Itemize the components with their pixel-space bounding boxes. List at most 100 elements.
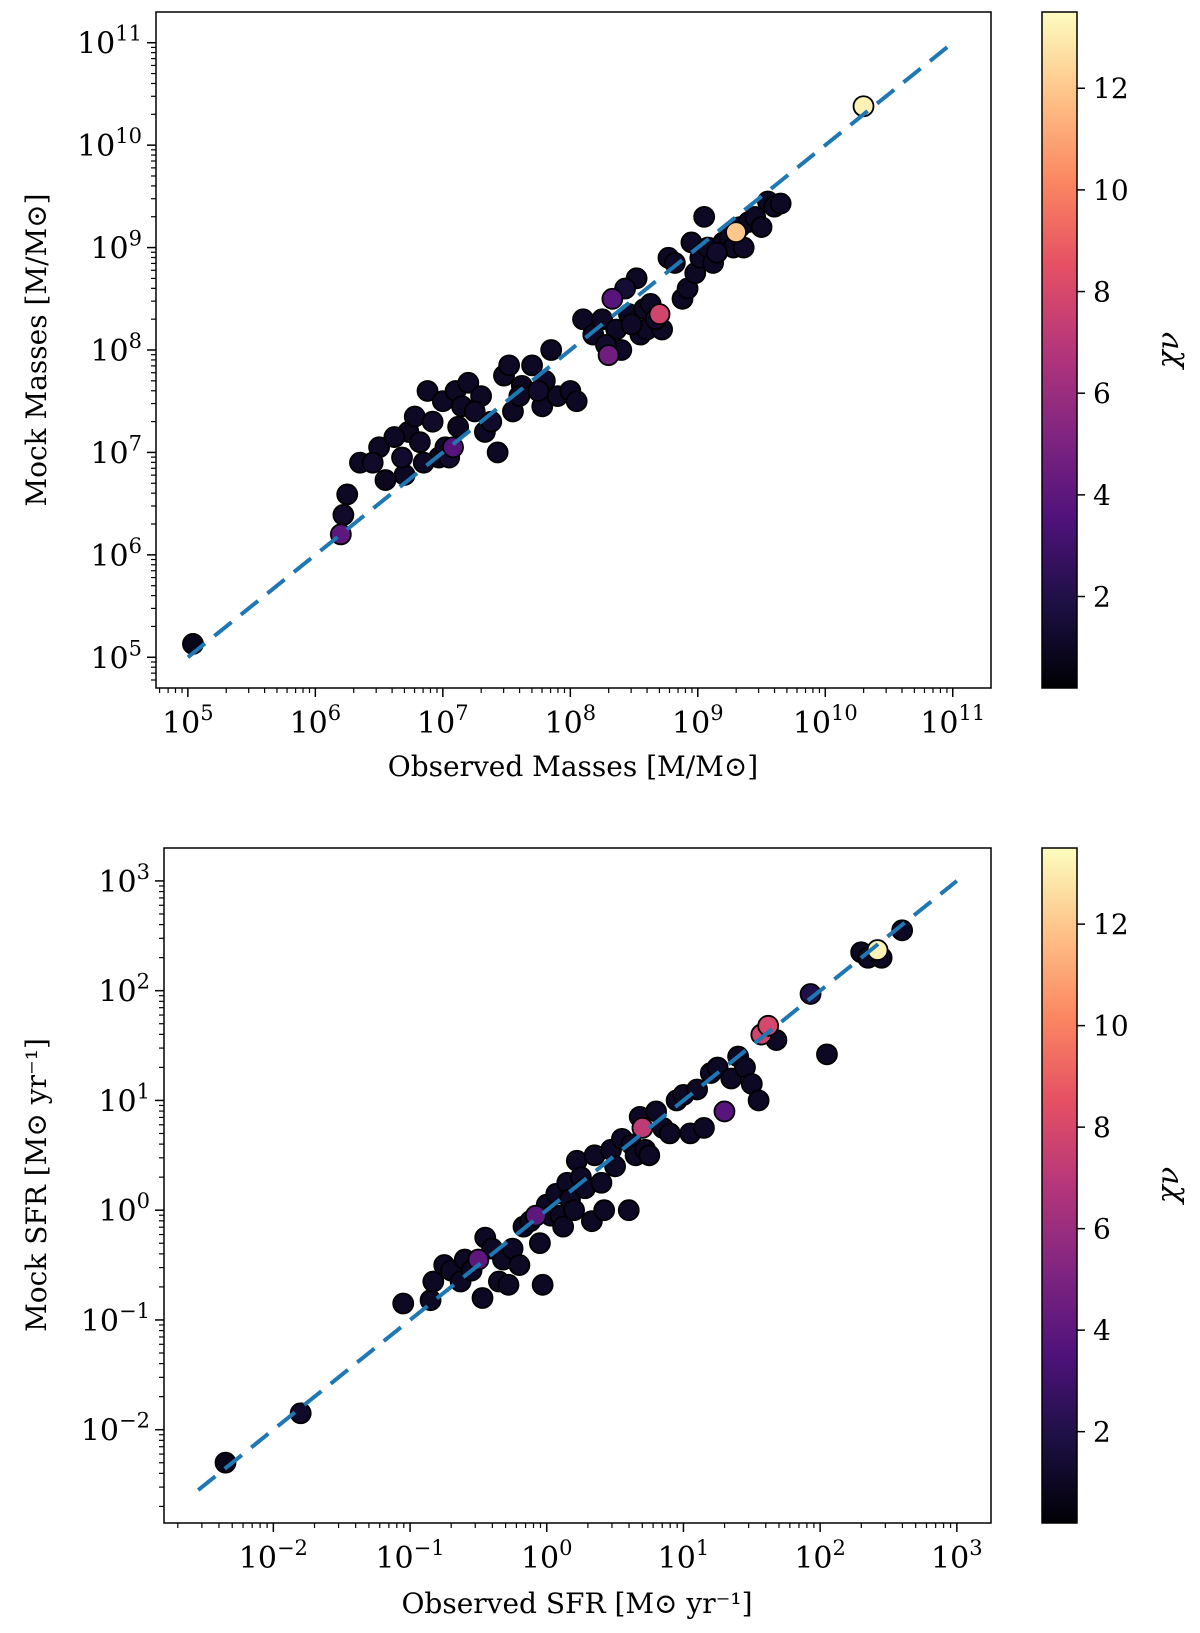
colorbar-tick-label: 12: [1093, 72, 1129, 105]
masses-point: [403, 405, 426, 428]
sfr-y-tick-label: 102: [98, 970, 150, 1010]
masses-point: [597, 344, 620, 367]
masses-y-axis-label: Mock Masses [M/M⊙]: [20, 193, 53, 506]
masses-point: [565, 390, 588, 413]
masses-x-tick-label: 108: [545, 701, 597, 741]
sfr-y-tick-label: 103: [98, 860, 150, 900]
sfr-point: [747, 1089, 770, 1112]
sfr-point: [422, 1270, 445, 1293]
colorbar-tick-label: 8: [1093, 276, 1111, 309]
sfr-x-tick-label: 10−1: [375, 1536, 444, 1576]
masses-point: [447, 415, 470, 438]
masses-colorbar-gradient: [1041, 11, 1078, 689]
sfr-y-tick-label: 10−2: [81, 1409, 150, 1449]
masses-point: [725, 221, 747, 244]
masses-point: [648, 303, 671, 326]
sfr-panel: 10−2 10−1 100 101 102 103 10−2 10−1 100 101 102 103…: [20, 847, 992, 1620]
masses-colorbar-ticks: 2 4 6 8 10 12: [1077, 72, 1129, 614]
masses-one-to-one-line: [186, 41, 955, 659]
masses-x-tick-label: 105: [162, 701, 214, 741]
masses-points: [182, 95, 875, 655]
masses-point: [463, 400, 486, 423]
masses-point: [540, 339, 563, 361]
masses-panel: 105 106 107 108 109 1010 1011 105 106 107 108 109 10…: [20, 11, 992, 783]
colorbar-tick-label: 12: [1093, 908, 1129, 941]
sfr-point: [713, 1100, 736, 1123]
masses-y-tick-label: 1011: [77, 22, 142, 62]
sfr-point: [693, 1116, 715, 1139]
colorbar-tick-label: 6: [1093, 377, 1111, 410]
masses-x-tick-label: 1010: [793, 701, 858, 741]
masses-ticks: 105 106 107 108 109 1010 1011 105 106 107 108 109 10…: [77, 22, 985, 741]
masses-point: [361, 451, 384, 474]
colorbar-tick-label: 6: [1093, 1213, 1111, 1246]
masses-point: [412, 451, 435, 474]
masses-point: [383, 426, 406, 448]
sfr-colorbar-gradient: [1041, 847, 1078, 1524]
sfr-y-tick-label: 101: [98, 1079, 150, 1119]
masses-y-tick-label: 109: [90, 227, 142, 267]
masses-point: [408, 431, 431, 454]
masses-point: [421, 410, 444, 433]
masses-point: [693, 205, 716, 228]
sfr-point: [531, 1273, 554, 1296]
colorbar-tick-label: 8: [1093, 1111, 1111, 1144]
masses-point: [601, 287, 624, 310]
masses-point: [457, 371, 480, 394]
masses-point: [620, 313, 643, 336]
sfr-point: [552, 1215, 575, 1238]
colorbar-tick-label: 10: [1093, 1010, 1129, 1043]
masses-y-tick-label: 106: [90, 534, 142, 574]
sfr-x-axis-label: Observed SFR [M⊙ yr⁻¹]: [401, 1587, 752, 1620]
masses-colorbar: 2 4 6 8 10 12 χν: [1041, 11, 1186, 689]
colorbar-tick-label: 2: [1093, 581, 1111, 614]
masses-x-tick-label: 107: [417, 701, 469, 741]
sfr-x-tick-label: 101: [658, 1536, 710, 1576]
masses-point: [769, 192, 792, 215]
masses-point: [750, 216, 773, 238]
sfr-y-axis-label: Mock SFR [M⊙ yr⁻¹]: [20, 1038, 53, 1332]
masses-point: [706, 241, 728, 264]
masses-x-tick-label: 1011: [920, 701, 985, 741]
sfr-point: [590, 1171, 613, 1194]
sfr-x-tick-label: 102: [794, 1536, 846, 1576]
masses-point: [416, 380, 439, 402]
sfr-y-tick-label: 100: [98, 1189, 150, 1229]
sfr-colorbar: 2 4 6 8 10 12 χν: [1041, 847, 1186, 1524]
masses-y-tick-label: 1010: [77, 124, 142, 164]
masses-point: [498, 354, 521, 377]
sfr-y-tick-label: 10−1: [81, 1299, 150, 1339]
sfr-point: [638, 1144, 661, 1167]
masses-point: [374, 469, 397, 491]
masses-y-tick-label: 105: [90, 636, 142, 676]
masses-colorbar-label: χν: [1151, 332, 1186, 370]
colorbar-tick-label: 4: [1093, 479, 1111, 512]
sfr-point: [658, 1122, 681, 1145]
masses-y-tick-label: 108: [90, 329, 142, 369]
masses-x-axis-label: Observed Masses [M/M⊙]: [388, 750, 758, 783]
masses-point: [336, 483, 359, 506]
sfr-x-tick-label: 103: [931, 1536, 983, 1576]
masses-point: [332, 504, 355, 526]
sfr-one-to-one-line: [196, 879, 959, 1492]
colorbar-tick-label: 10: [1093, 174, 1129, 207]
sfr-point: [799, 983, 822, 1005]
masses-point: [527, 380, 550, 402]
sfr-points: [214, 919, 914, 1474]
masses-point: [391, 446, 413, 469]
sfr-x-tick-label: 100: [521, 1536, 573, 1576]
sfr-point: [508, 1254, 531, 1276]
sfr-point: [529, 1232, 551, 1255]
masses-plot-frame: [155, 11, 992, 689]
sfr-point: [471, 1287, 494, 1309]
masses-point: [521, 354, 543, 377]
masses-x-tick-label: 109: [672, 701, 724, 741]
sfr-point: [593, 1199, 616, 1222]
sfr-point: [563, 1199, 585, 1222]
masses-y-tick-label: 107: [90, 431, 142, 471]
sfr-x-tick-label: 10−2: [239, 1536, 308, 1576]
masses-point: [486, 441, 509, 464]
masses-x-tick-label: 106: [290, 701, 342, 741]
sfr-point: [467, 1248, 490, 1271]
